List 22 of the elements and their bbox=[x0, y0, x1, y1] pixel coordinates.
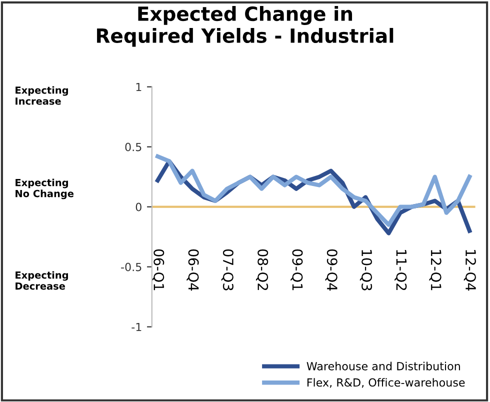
x-tick-label: 09-Q1 bbox=[290, 249, 303, 290]
y-tick-label: -0.5 bbox=[121, 262, 142, 272]
x-tick-label: 10-Q3 bbox=[360, 250, 372, 290]
text: Expecting Decrease bbox=[16, 271, 68, 290]
x-tick-label: 06-Q1 bbox=[152, 249, 164, 290]
x-tick-label: 08-Q2 bbox=[256, 249, 268, 290]
text: Expecting Increase bbox=[16, 86, 68, 105]
y-tick-label: -1 bbox=[132, 322, 142, 332]
y-tick-label: 0 bbox=[136, 202, 142, 212]
legend-label: Warehouse and Distribution bbox=[306, 362, 460, 370]
x-tick-label: 11-Q2 bbox=[394, 250, 407, 290]
legend-label: Flex, R&D, Office-warehouse bbox=[307, 378, 465, 388]
x-tick-label: 06-Q4 bbox=[186, 249, 199, 291]
text: Expecting No Change bbox=[16, 178, 74, 200]
y-tick-label: 1 bbox=[136, 82, 142, 92]
x-tick-label: 12-Q4 bbox=[464, 250, 476, 291]
x-tick-label: 07-Q3 bbox=[221, 249, 234, 290]
y-tick-label: 0.5 bbox=[125, 142, 142, 152]
x-tick-label: 09-Q4 bbox=[325, 249, 338, 291]
chart-title: Expected Change in Required Yields - Industrial bbox=[97, 6, 394, 47]
line-series bbox=[156, 154, 472, 227]
x-tick-label: 12-Q1 bbox=[429, 250, 442, 290]
